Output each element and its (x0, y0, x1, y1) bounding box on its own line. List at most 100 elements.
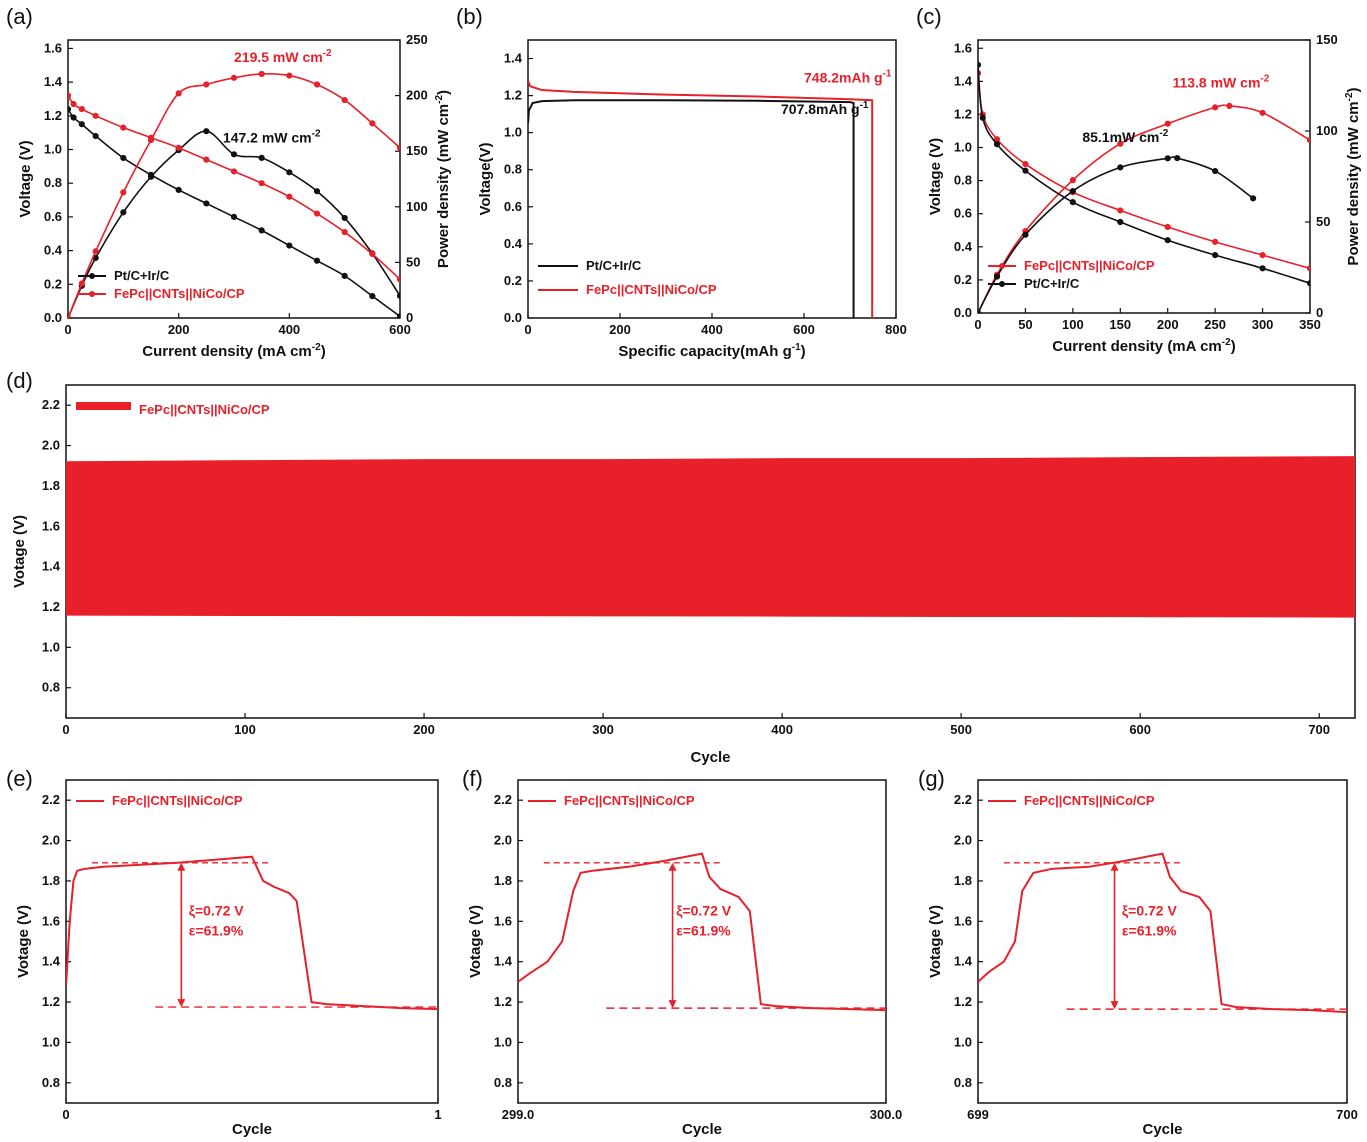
y-tick-label: 0.2 (44, 276, 62, 291)
data-point (203, 81, 210, 88)
annotation-label-sup: -1 (883, 69, 892, 80)
plot-area (66, 456, 1355, 618)
x-tick-label: 500 (950, 722, 972, 737)
arrow-head-down (177, 999, 186, 1008)
y-tick-label: 1.6 (954, 40, 972, 55)
y-tick-label: 2.0 (494, 833, 512, 848)
series-line-data (978, 852, 1347, 1014)
x-tick-label: 600 (793, 322, 815, 337)
y2-axis-title: Power density (mW cm-2) (1344, 87, 1362, 265)
y-tick-label: 2.0 (42, 833, 60, 848)
x-axis-title-end: ) (801, 343, 806, 360)
data-point (230, 151, 238, 158)
x-tick-label: 350 (1299, 317, 1321, 332)
series-line-data (528, 99, 855, 318)
plot-frame (67, 39, 401, 319)
legend-marker (89, 273, 95, 279)
annotation-label: ξ=0.72 V (1122, 902, 1178, 918)
x-tick-label: 800 (885, 322, 907, 337)
plot-area (518, 852, 886, 1012)
y-tick-label: 1.0 (42, 1034, 60, 1049)
data-point (1306, 265, 1310, 272)
y-axis-title: Voltage(V) (477, 142, 494, 215)
x-tick-label: 400 (278, 322, 300, 337)
annotation-label-main: 113.8 mW cm (1172, 74, 1260, 90)
data-point (993, 141, 1001, 148)
data-point (230, 213, 238, 221)
plot-area (66, 855, 438, 1011)
series-line-data (528, 80, 874, 318)
data-point (1117, 140, 1124, 147)
x-axis-title-sup: -2 (1222, 337, 1231, 348)
y2-axis-title: Power density (mW cm-2) (434, 90, 452, 268)
legend-label: FePc||CNTs||NiCo/CP (112, 793, 243, 808)
y2-tick-label: 50 (406, 254, 420, 269)
x-tick-label: 400 (771, 722, 793, 737)
arrow-head-down (668, 1000, 677, 1009)
x-tick-label: 300 (1252, 317, 1274, 332)
data-point (147, 173, 155, 180)
plot-frame (977, 39, 1311, 314)
arrow-head-up (177, 862, 186, 871)
data-point (70, 114, 77, 121)
y-tick-label: 0.8 (954, 1075, 972, 1090)
data-point (313, 210, 321, 217)
data-point (313, 257, 321, 264)
data-point (1174, 155, 1181, 162)
data-point (396, 144, 400, 151)
x-tick-label: 200 (609, 322, 631, 337)
annotation-label-main: 707.8mAh g (781, 101, 860, 117)
data-point (1164, 237, 1171, 244)
x-axis-title: Cycle (1142, 1121, 1182, 1138)
y-tick-label: 1.4 (954, 954, 973, 969)
legend-label: Pt/C+Ir/C (1024, 276, 1080, 291)
data-point (1117, 207, 1124, 214)
series-line-data (518, 852, 886, 1012)
annotation-label: 707.8mAh g-1 (781, 100, 869, 117)
annotation-label: ξ=0.72 V (189, 902, 245, 918)
annotation-label-sup: -2 (1159, 128, 1168, 139)
y-tick-label: 0.4 (44, 243, 63, 258)
data-point (978, 61, 982, 68)
data-point (68, 314, 72, 318)
x-tick-label: 300.0 (870, 1107, 903, 1122)
data-point (286, 72, 293, 79)
y-tick-label: 1.2 (504, 88, 522, 103)
data-point (1259, 251, 1266, 259)
y-tick-label: 1.4 (954, 73, 973, 88)
data-point (396, 313, 400, 318)
data-point (120, 189, 127, 196)
series-line-voltage (978, 73, 1310, 270)
series-line-power (68, 72, 400, 318)
annotation-label-main: 219.5 mW cm (234, 49, 323, 65)
y-tick-label: 1.2 (42, 599, 60, 614)
annotation-label-sup: -2 (312, 128, 321, 139)
x-tick-label: 600 (389, 322, 411, 337)
y-tick-label: 0.4 (504, 236, 523, 251)
y-axis-title: Votage (V) (11, 515, 28, 588)
x-axis-title-sup: -1 (792, 342, 801, 353)
data-point (70, 100, 77, 108)
data-point (369, 250, 376, 258)
data-point (68, 105, 72, 113)
y-tick-label: 0.0 (504, 310, 522, 325)
x-tick-label: 200 (168, 322, 190, 337)
chart-panel-g: (g) 699 700 0.8 1.0 1.2 1.4 1.6 1.8 2.0 2.2 Cycle Vo… (918, 766, 1358, 1138)
arrow-head-down (1110, 1001, 1119, 1010)
data-point (286, 193, 293, 200)
chart-panel-e: (e) 0 1 0.8 1.0 1.2 1.4 1.6 1.8 2.0 2.2 Cycle Votage… (6, 766, 442, 1138)
y-tick-label: 1.4 (44, 74, 63, 89)
x-axis-title: Cycle (682, 1121, 722, 1138)
y-axis-title: Votage (V) (927, 905, 944, 978)
x-tick-label: 700 (1336, 1107, 1358, 1122)
annotation-label: ε=61.9% (189, 922, 244, 938)
data-point (313, 81, 321, 88)
data-point (1306, 280, 1310, 287)
y-tick-label: 1.2 (494, 994, 512, 1009)
x-tick-label: 200 (413, 722, 435, 737)
series-area-band (66, 456, 1355, 618)
y-tick-label: 1.4 (504, 51, 523, 66)
data-point (78, 280, 85, 287)
annotation-label-sup: -2 (1260, 73, 1269, 84)
